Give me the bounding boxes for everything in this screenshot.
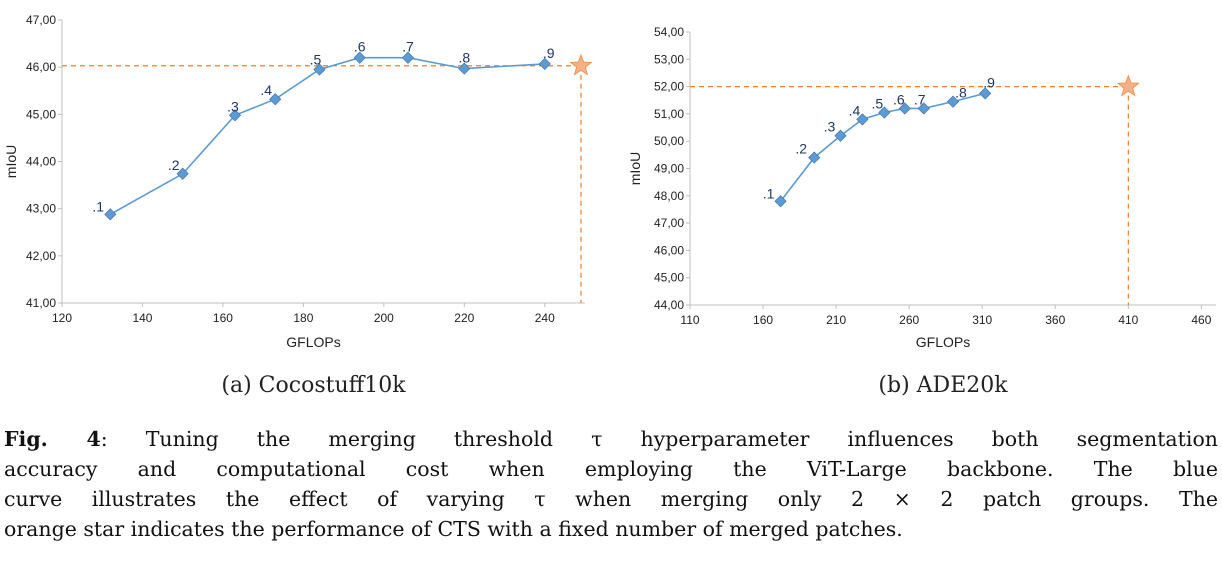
data-point-marker — [353, 51, 366, 64]
caption-line-1-text: : Tuning the merging threshold τ hyperpa… — [100, 427, 1218, 451]
data-point-label: .8 — [955, 85, 967, 101]
data-point-label: .6 — [354, 39, 366, 55]
data-point-label: .7 — [402, 39, 414, 55]
data-point-label: .2 — [168, 157, 180, 173]
y-tick-label: 54,00 — [654, 25, 684, 39]
data-point-marker — [458, 62, 471, 75]
x-tick-label: 210 — [826, 313, 846, 327]
data-point-marker — [946, 95, 960, 108]
reference-star-marker — [569, 53, 593, 76]
reference-star-marker — [1116, 74, 1140, 97]
chart-cocostuff10k: 41,00 42,00 43,00 44,00 45,00 46,00 47,00 120 14… — [3, 13, 593, 398]
y-tick-label: 44,00 — [26, 155, 56, 169]
x-tick-label: 410 — [1118, 313, 1138, 327]
data-point-marker — [269, 93, 282, 106]
data-point-label: .2 — [795, 141, 807, 157]
data-point-marker — [774, 195, 787, 208]
data-point-marker — [228, 109, 242, 122]
x-tick-label: 240 — [535, 311, 555, 325]
y-tick-label: 50,00 — [654, 134, 684, 148]
y-tick-label: 42,00 — [26, 249, 56, 263]
data-point-marker — [538, 57, 551, 70]
data-point-marker — [856, 113, 869, 126]
x-tick-label: 200 — [374, 311, 394, 325]
data-point-label: .5 — [871, 96, 883, 112]
data-point-label: .3 — [227, 98, 239, 114]
data-point-label: .1 — [92, 198, 104, 214]
data-point-label: .3 — [824, 119, 836, 135]
data-point-label: .1 — [763, 185, 775, 201]
figure-charts: 41,00 42,00 43,00 44,00 45,00 46,00 47,00 120 14… — [3, 13, 1216, 398]
x-tick-label: 180 — [293, 311, 313, 325]
y-tick-label: 43,00 — [26, 202, 56, 216]
x-axis-title: GFLOPs — [286, 334, 340, 350]
caption-fig-label: Fig. 4 — [4, 427, 101, 451]
y-tick-label: 51,00 — [654, 107, 684, 121]
x-tick-label: 160 — [753, 313, 773, 327]
caption-line-4: orange star indicates the performance of… — [4, 517, 903, 541]
y-tick-label: 44,00 — [654, 298, 684, 312]
x-tick-label: 310 — [972, 313, 992, 327]
data-point-label: .4 — [260, 82, 272, 98]
y-tick-label: 49,00 — [654, 162, 684, 176]
data-point-label: .6 — [893, 91, 905, 107]
data-point-marker — [834, 129, 847, 142]
data-point-label: .9 — [543, 45, 555, 61]
data-point-marker — [979, 87, 992, 100]
data-point-marker — [176, 167, 189, 180]
x-tick-label: 160 — [213, 311, 233, 325]
y-tick-label: 46,00 — [654, 243, 684, 257]
data-point-marker — [878, 106, 891, 119]
x-axis-title: GFLOPs — [916, 334, 970, 350]
y-tick-label: 41,00 — [26, 296, 56, 310]
data-point-label: .4 — [849, 102, 861, 118]
figure-caption: Fig. 4: Tuning the merging threshold τ h… — [4, 424, 1218, 544]
y-axis-title: mIoU — [627, 152, 643, 185]
x-tick-label: 120 — [52, 311, 72, 325]
data-point-label: .7 — [914, 91, 926, 107]
series-line — [109, 56, 545, 215]
data-point-label: .9 — [983, 74, 995, 90]
y-tick-label: 46,00 — [26, 60, 56, 74]
data-point-marker — [917, 102, 930, 115]
caption-line-3: curve illustrates the effect of varying … — [4, 487, 1218, 511]
y-tick-label: 53,00 — [654, 52, 684, 66]
data-point-marker — [401, 51, 415, 64]
caption-line-2: accuracy and computational cost when emp… — [4, 457, 1218, 481]
y-tick-label: 47,00 — [654, 216, 684, 230]
data-point-marker — [898, 102, 911, 115]
y-tick-label: 45,00 — [654, 271, 684, 285]
y-tick-label: 45,00 — [26, 107, 56, 121]
x-tick-label: 110 — [680, 313, 699, 327]
y-tick-label: 52,00 — [654, 80, 684, 94]
x-tick-label: 140 — [132, 311, 152, 325]
y-tick-label: 48,00 — [654, 189, 684, 203]
chart-ade20k: 44,00 45,00 46,00 47,00 48,00 49,00 50,00 51,00… — [627, 25, 1216, 398]
data-point-marker — [808, 151, 821, 164]
data-point-marker — [313, 63, 326, 76]
x-tick-label: 460 — [1191, 313, 1211, 327]
data-point-label: .8 — [458, 50, 470, 66]
y-tick-label: 47,00 — [26, 13, 56, 27]
x-tick-label: 360 — [1045, 313, 1065, 327]
subcaption: (b) ADE20k — [878, 373, 1008, 398]
data-point-label: .5 — [310, 52, 322, 68]
y-axis-title: mIoU — [3, 145, 19, 178]
x-tick-label: 220 — [454, 311, 474, 325]
subcaption: (a) Cocostuff10k — [221, 373, 406, 398]
data-point-marker — [104, 208, 117, 221]
caption-line-1: Fig. 4: Tuning the merging threshold τ h… — [4, 424, 1218, 454]
x-tick-label: 260 — [899, 313, 919, 327]
